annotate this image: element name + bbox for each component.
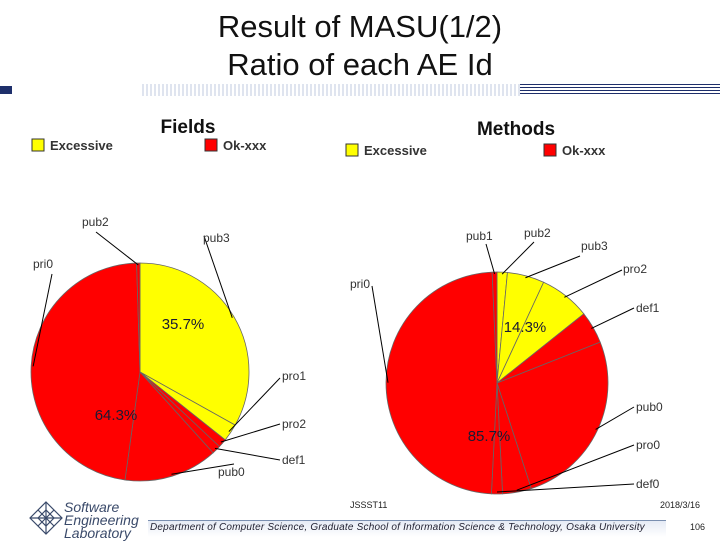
methods-leader-def1 bbox=[591, 307, 635, 329]
fields-leader-pub3 bbox=[203, 235, 233, 318]
fields-group-label-excessive: 35.7% bbox=[162, 316, 205, 333]
fields-legend-swatch-excessive bbox=[31, 138, 45, 152]
fields-slice-label-def1: def1 bbox=[282, 453, 306, 467]
methods-leader-pri0 bbox=[371, 285, 389, 383]
fields-slice-pub0 bbox=[124, 371, 214, 482]
slide-title: Result of MASU(1/2) bbox=[217, 9, 503, 44]
fields-leader-pri0 bbox=[32, 273, 53, 367]
methods-group-label-ok-xxx: 85.7% bbox=[468, 428, 511, 445]
methods-slice-label-pub2: pub2 bbox=[524, 226, 551, 240]
fields-slice-label-pub0: pub0 bbox=[218, 465, 245, 479]
methods-slice-label-pub1: pub1 bbox=[466, 229, 493, 243]
fields-slice-pri0 bbox=[30, 262, 141, 481]
methods-slice-label-def1: def1 bbox=[636, 301, 660, 315]
footer-date: 2018/3/16 bbox=[660, 500, 701, 510]
methods-legend-label-excessive: Excessive bbox=[364, 143, 427, 158]
fields-legend-label-excessive: Excessive bbox=[50, 138, 113, 153]
methods-leader-pub1 bbox=[485, 243, 496, 275]
logo-line-2: Engineering bbox=[64, 512, 139, 528]
logo-line-1: Software bbox=[64, 499, 120, 515]
fields-slice-label-pri0: pri0 bbox=[33, 257, 53, 271]
methods-slice-label-pro0: pro0 bbox=[636, 438, 660, 452]
methods-slice-label-pub0: pub0 bbox=[636, 400, 663, 414]
methods-leader-pub3 bbox=[525, 255, 581, 279]
methods-leader-pub2 bbox=[501, 241, 535, 275]
fields-chart-title: Fields bbox=[161, 117, 216, 138]
methods-slice-label-pro2: pro2 bbox=[623, 262, 647, 276]
fields-slice-label-pro1: pro1 bbox=[282, 369, 306, 383]
footer-bar bbox=[148, 520, 666, 537]
fields-slice-pub3 bbox=[139, 262, 250, 426]
methods-legend-swatch-ok-xxx bbox=[543, 143, 557, 157]
fields-leader-pub2 bbox=[95, 231, 139, 266]
methods-slice-pri0 bbox=[385, 271, 498, 495]
fields-leader-pro1 bbox=[228, 377, 281, 432]
fields-slice-label-pub2: pub2 bbox=[82, 215, 109, 229]
methods-leader-pub0 bbox=[595, 406, 635, 430]
methods-leader-pro2 bbox=[564, 269, 623, 298]
footer-department: Department of Computer Science, Graduate… bbox=[150, 522, 645, 533]
fields-slice-label-pro2: pro2 bbox=[282, 417, 306, 431]
slide-subtitle: Ratio of each AE Id bbox=[227, 47, 493, 82]
methods-chart-title: Methods bbox=[477, 119, 555, 140]
logo-line-3: Laboratory bbox=[64, 525, 131, 541]
page-number: 106 bbox=[690, 522, 706, 532]
methods-slice-pub0 bbox=[496, 341, 609, 490]
methods-slice-label-pri0: pri0 bbox=[350, 277, 370, 291]
footer-conference: JSSST11 bbox=[350, 500, 388, 510]
fields-slice-label-pub3: pub3 bbox=[203, 231, 230, 245]
fields-group-label-ok-xxx: 64.3% bbox=[95, 407, 138, 424]
methods-leader-pro0 bbox=[516, 444, 635, 491]
methods-group-label-excessive: 14.3% bbox=[504, 319, 547, 336]
lab-logo: Software Engineering Laboratory bbox=[28, 498, 153, 540]
methods-slice-label-pub3: pub3 bbox=[581, 239, 608, 253]
logo-mark-icon bbox=[29, 501, 63, 535]
methods-leader-def0 bbox=[496, 483, 635, 493]
methods-slice-pub1 bbox=[491, 271, 498, 384]
methods-legend-swatch-excessive bbox=[345, 143, 359, 157]
fields-leader-def1 bbox=[214, 447, 281, 461]
methods-legend-label-ok-xxx: Ok-xxx bbox=[562, 143, 606, 158]
fields-leader-pro2 bbox=[220, 423, 281, 443]
fields-legend-swatch-ok-xxx bbox=[204, 138, 218, 152]
fields-legend-label-ok-xxx: Ok-xxx bbox=[223, 138, 267, 153]
fields-leader-pub0 bbox=[171, 463, 235, 475]
methods-slice-label-def0: def0 bbox=[636, 477, 660, 491]
